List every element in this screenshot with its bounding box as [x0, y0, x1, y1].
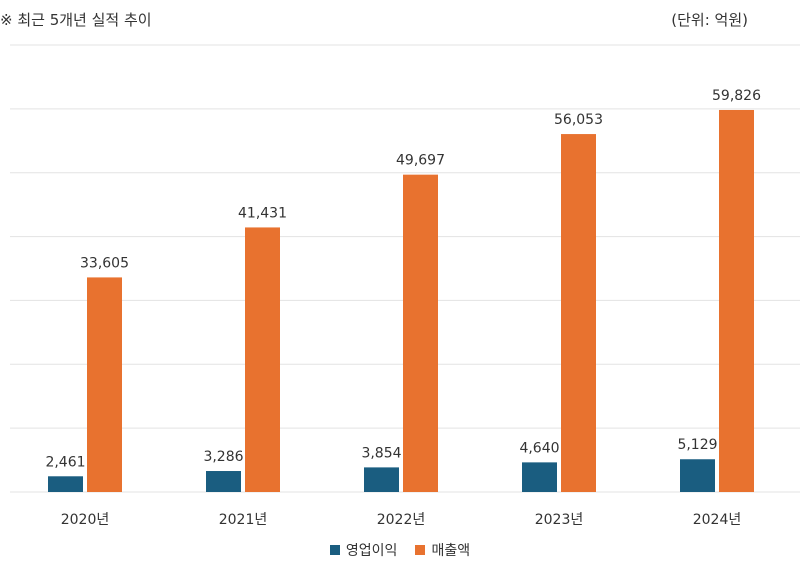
- bar-chart: 2,461 33,605 2020년 3,286 41,431 2021년 3,854 49,…: [10, 44, 800, 528]
- bar-revenue-2022: [403, 174, 438, 492]
- data-label-operating-profit-2022: 3,854: [361, 445, 401, 461]
- bar-operating-profit-2023: [522, 462, 557, 492]
- x-tick-label: 2021년: [219, 512, 268, 528]
- x-tick-label: 2020년: [61, 512, 110, 528]
- data-label-revenue-2022: 49,697: [396, 153, 445, 169]
- legend-label-revenue: 매출액: [431, 543, 471, 559]
- x-tick-label: 2023년: [535, 512, 584, 528]
- bar-operating-profit-2024: [680, 459, 715, 492]
- data-label-revenue-2024: 59,826: [712, 88, 761, 104]
- data-label-operating-profit-2023: 4,640: [519, 440, 559, 456]
- x-tick-label: 2024년: [693, 512, 742, 528]
- legend: 영업이익 매출액: [0, 540, 800, 560]
- legend-label-operating-profit: 영업이익: [345, 543, 398, 559]
- bar-revenue-2021: [245, 227, 280, 492]
- bar-revenue-2023: [561, 134, 596, 492]
- legend-swatch-revenue: [415, 545, 426, 555]
- data-label-operating-profit-2021: 3,286: [203, 449, 243, 465]
- bar-revenue-2020: [87, 277, 122, 492]
- data-label-operating-profit-2020: 2,461: [45, 454, 85, 470]
- unit-label: (단위: 억원): [671, 11, 748, 29]
- bar-revenue-2024: [719, 109, 754, 492]
- data-label-revenue-2023: 56,053: [554, 112, 603, 128]
- legend-swatch-operating-profit: [329, 545, 340, 555]
- bar-operating-profit-2021: [206, 471, 241, 492]
- legend-item-operating-profit: 영업이익: [329, 540, 398, 560]
- bar-operating-profit-2020: [48, 476, 83, 492]
- legend-item-revenue: 매출액: [415, 540, 470, 560]
- bar-operating-profit-2022: [364, 467, 399, 492]
- data-label-revenue-2020: 33,605: [80, 255, 129, 271]
- x-tick-label: 2022년: [377, 512, 426, 528]
- data-label-revenue-2021: 41,431: [238, 205, 287, 221]
- data-label-operating-profit-2024: 5,129: [677, 437, 717, 453]
- chart-title: ※ 최근 5개년 실적 추이: [0, 11, 152, 29]
